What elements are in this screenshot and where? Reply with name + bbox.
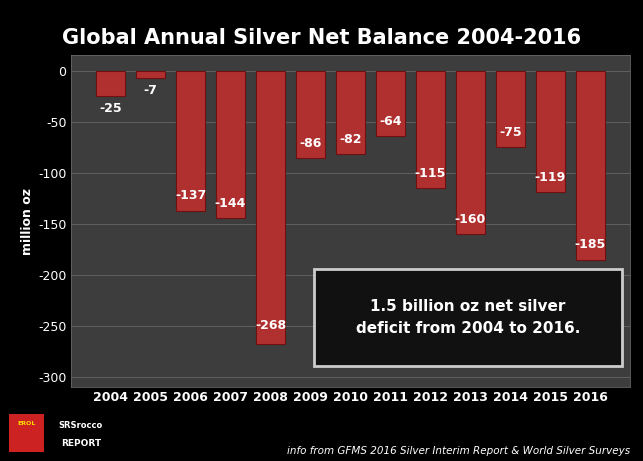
Text: REPORT: REPORT: [60, 439, 101, 448]
Bar: [336, 71, 365, 154]
Text: -185: -185: [575, 238, 606, 251]
Text: -75: -75: [499, 126, 521, 139]
Bar: [256, 71, 285, 344]
Text: -160: -160: [455, 213, 486, 226]
FancyBboxPatch shape: [314, 269, 622, 366]
Text: -115: -115: [415, 167, 446, 180]
Text: -144: -144: [215, 196, 246, 210]
Bar: [176, 71, 205, 211]
Y-axis label: million oz: million oz: [21, 188, 34, 255]
Bar: [416, 71, 445, 188]
Text: info from GFMS 2016 Silver Interim Report & World Silver Surveys: info from GFMS 2016 Silver Interim Repor…: [287, 446, 630, 456]
Bar: [456, 71, 485, 234]
Text: -86: -86: [299, 137, 322, 150]
Bar: [576, 71, 604, 260]
Bar: [496, 71, 525, 147]
Text: -25: -25: [99, 102, 122, 115]
Bar: [136, 71, 165, 78]
Bar: [296, 71, 325, 159]
Text: -7: -7: [143, 84, 158, 97]
Text: -268: -268: [255, 319, 286, 332]
Bar: [536, 71, 565, 192]
Text: Global Annual Silver Net Balance 2004-2016: Global Annual Silver Net Balance 2004-20…: [62, 28, 581, 47]
Text: EROL: EROL: [17, 421, 35, 426]
Bar: [8, 414, 44, 452]
Text: -82: -82: [340, 133, 361, 146]
Text: -64: -64: [379, 115, 402, 128]
Bar: [96, 71, 125, 96]
Text: -137: -137: [175, 189, 206, 202]
Text: 1.5 billion oz net silver
deficit from 2004 to 2016.: 1.5 billion oz net silver deficit from 2…: [356, 299, 580, 336]
Bar: [216, 71, 245, 218]
Text: SRSrocco: SRSrocco: [59, 420, 103, 430]
Text: -119: -119: [535, 171, 566, 184]
Bar: [376, 71, 405, 136]
